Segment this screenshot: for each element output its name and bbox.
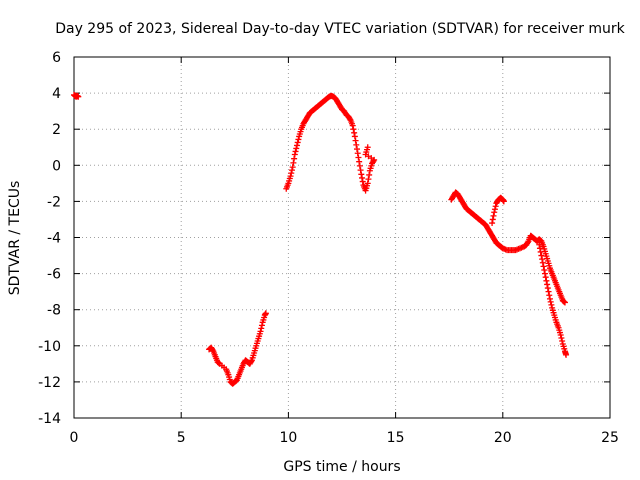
- x-axis-label: GPS time / hours: [283, 459, 400, 475]
- y-tick-label: -4: [47, 231, 61, 247]
- data-point: [356, 162, 363, 169]
- data-point: [543, 277, 550, 284]
- data-point: [356, 158, 363, 165]
- data-point: [524, 239, 531, 246]
- data-point: [354, 150, 361, 157]
- data-point: [346, 115, 353, 122]
- data-point: [541, 266, 548, 273]
- x-tick-label: 20: [494, 430, 512, 446]
- data-point: [544, 285, 551, 292]
- data-point: [359, 178, 366, 185]
- data-point: [541, 270, 548, 277]
- data-point: [489, 216, 496, 223]
- data-point: [353, 141, 360, 148]
- data-point: [547, 298, 554, 305]
- data-point: [546, 295, 553, 302]
- data-point: [262, 310, 269, 317]
- data-point: [291, 155, 298, 162]
- data-point: [288, 170, 295, 177]
- data-point: [366, 171, 373, 178]
- y-tick-label: 4: [52, 86, 61, 102]
- data-point: [490, 212, 497, 219]
- data-point: [248, 358, 255, 365]
- y-tick-label: -8: [47, 303, 61, 319]
- data-point: [492, 203, 499, 210]
- data-point: [350, 126, 357, 133]
- data-point: [352, 137, 359, 144]
- data-point: [491, 209, 498, 216]
- data-point: [359, 174, 366, 181]
- data-point: [258, 322, 265, 329]
- y-tick-label: -12: [38, 375, 61, 391]
- y-tick-label: 0: [52, 158, 61, 174]
- data-point: [548, 301, 555, 308]
- data-point: [500, 198, 507, 205]
- y-axis-label: SDTVAR / TECUs: [7, 181, 23, 296]
- data-point: [557, 331, 564, 338]
- data-point: [370, 158, 377, 165]
- data-point: [349, 122, 356, 129]
- data-marks: [71, 91, 570, 387]
- data-point: [292, 148, 299, 155]
- y-tick-label: 2: [52, 122, 61, 138]
- data-point: [354, 146, 361, 153]
- data-point: [75, 93, 82, 100]
- data-point: [355, 154, 362, 161]
- axis-ticks: 0 5 10 15 20 25 -14 -12 -10 -8 -6 -4 -2 0 2 4 6: [38, 50, 619, 446]
- data-point: [293, 145, 300, 152]
- data-point: [538, 252, 545, 259]
- data-point: [209, 347, 216, 354]
- data-point: [542, 274, 549, 281]
- data-point: [539, 259, 546, 266]
- data-point: [257, 328, 264, 335]
- x-tick-label: 0: [70, 430, 79, 446]
- data-point: [351, 133, 358, 140]
- data-point: [357, 167, 364, 174]
- data-point: [293, 142, 300, 149]
- data-point: [545, 288, 552, 295]
- data-point: [561, 299, 568, 306]
- data-point: [258, 325, 265, 332]
- data-point: [291, 151, 298, 158]
- x-tick-label: 10: [279, 430, 297, 446]
- x-tick-label: 25: [601, 430, 619, 446]
- data-point: [546, 292, 553, 299]
- data-point: [491, 206, 498, 213]
- data-point: [489, 220, 496, 227]
- y-tick-label: -6: [47, 267, 61, 283]
- data-point: [365, 176, 372, 183]
- y-tick-label: 6: [52, 50, 61, 66]
- data-point: [287, 173, 294, 180]
- chart-title: Day 295 of 2023, Sidereal Day-to-day VTE…: [55, 21, 625, 37]
- y-tick-label: -2: [47, 194, 61, 210]
- data-point: [288, 167, 295, 174]
- data-point: [351, 129, 358, 136]
- data-point: [295, 136, 302, 143]
- data-point: [358, 171, 365, 178]
- data-point: [536, 245, 543, 252]
- data-point: [544, 281, 551, 288]
- data-point: [289, 164, 296, 171]
- x-tick-label: 5: [177, 430, 186, 446]
- y-tick-label: -14: [38, 411, 61, 427]
- y-tick-label: -10: [38, 339, 61, 355]
- data-point: [563, 351, 570, 358]
- data-point: [539, 256, 546, 263]
- data-point: [537, 248, 544, 255]
- data-point: [536, 241, 543, 248]
- data-point: [559, 337, 566, 344]
- data-point: [558, 334, 565, 341]
- data-point: [364, 144, 371, 151]
- data-point: [540, 263, 547, 270]
- data-point: [294, 139, 301, 146]
- data-point: [364, 180, 371, 187]
- grid: [74, 57, 610, 418]
- x-tick-label: 15: [387, 430, 405, 446]
- data-point: [290, 159, 297, 166]
